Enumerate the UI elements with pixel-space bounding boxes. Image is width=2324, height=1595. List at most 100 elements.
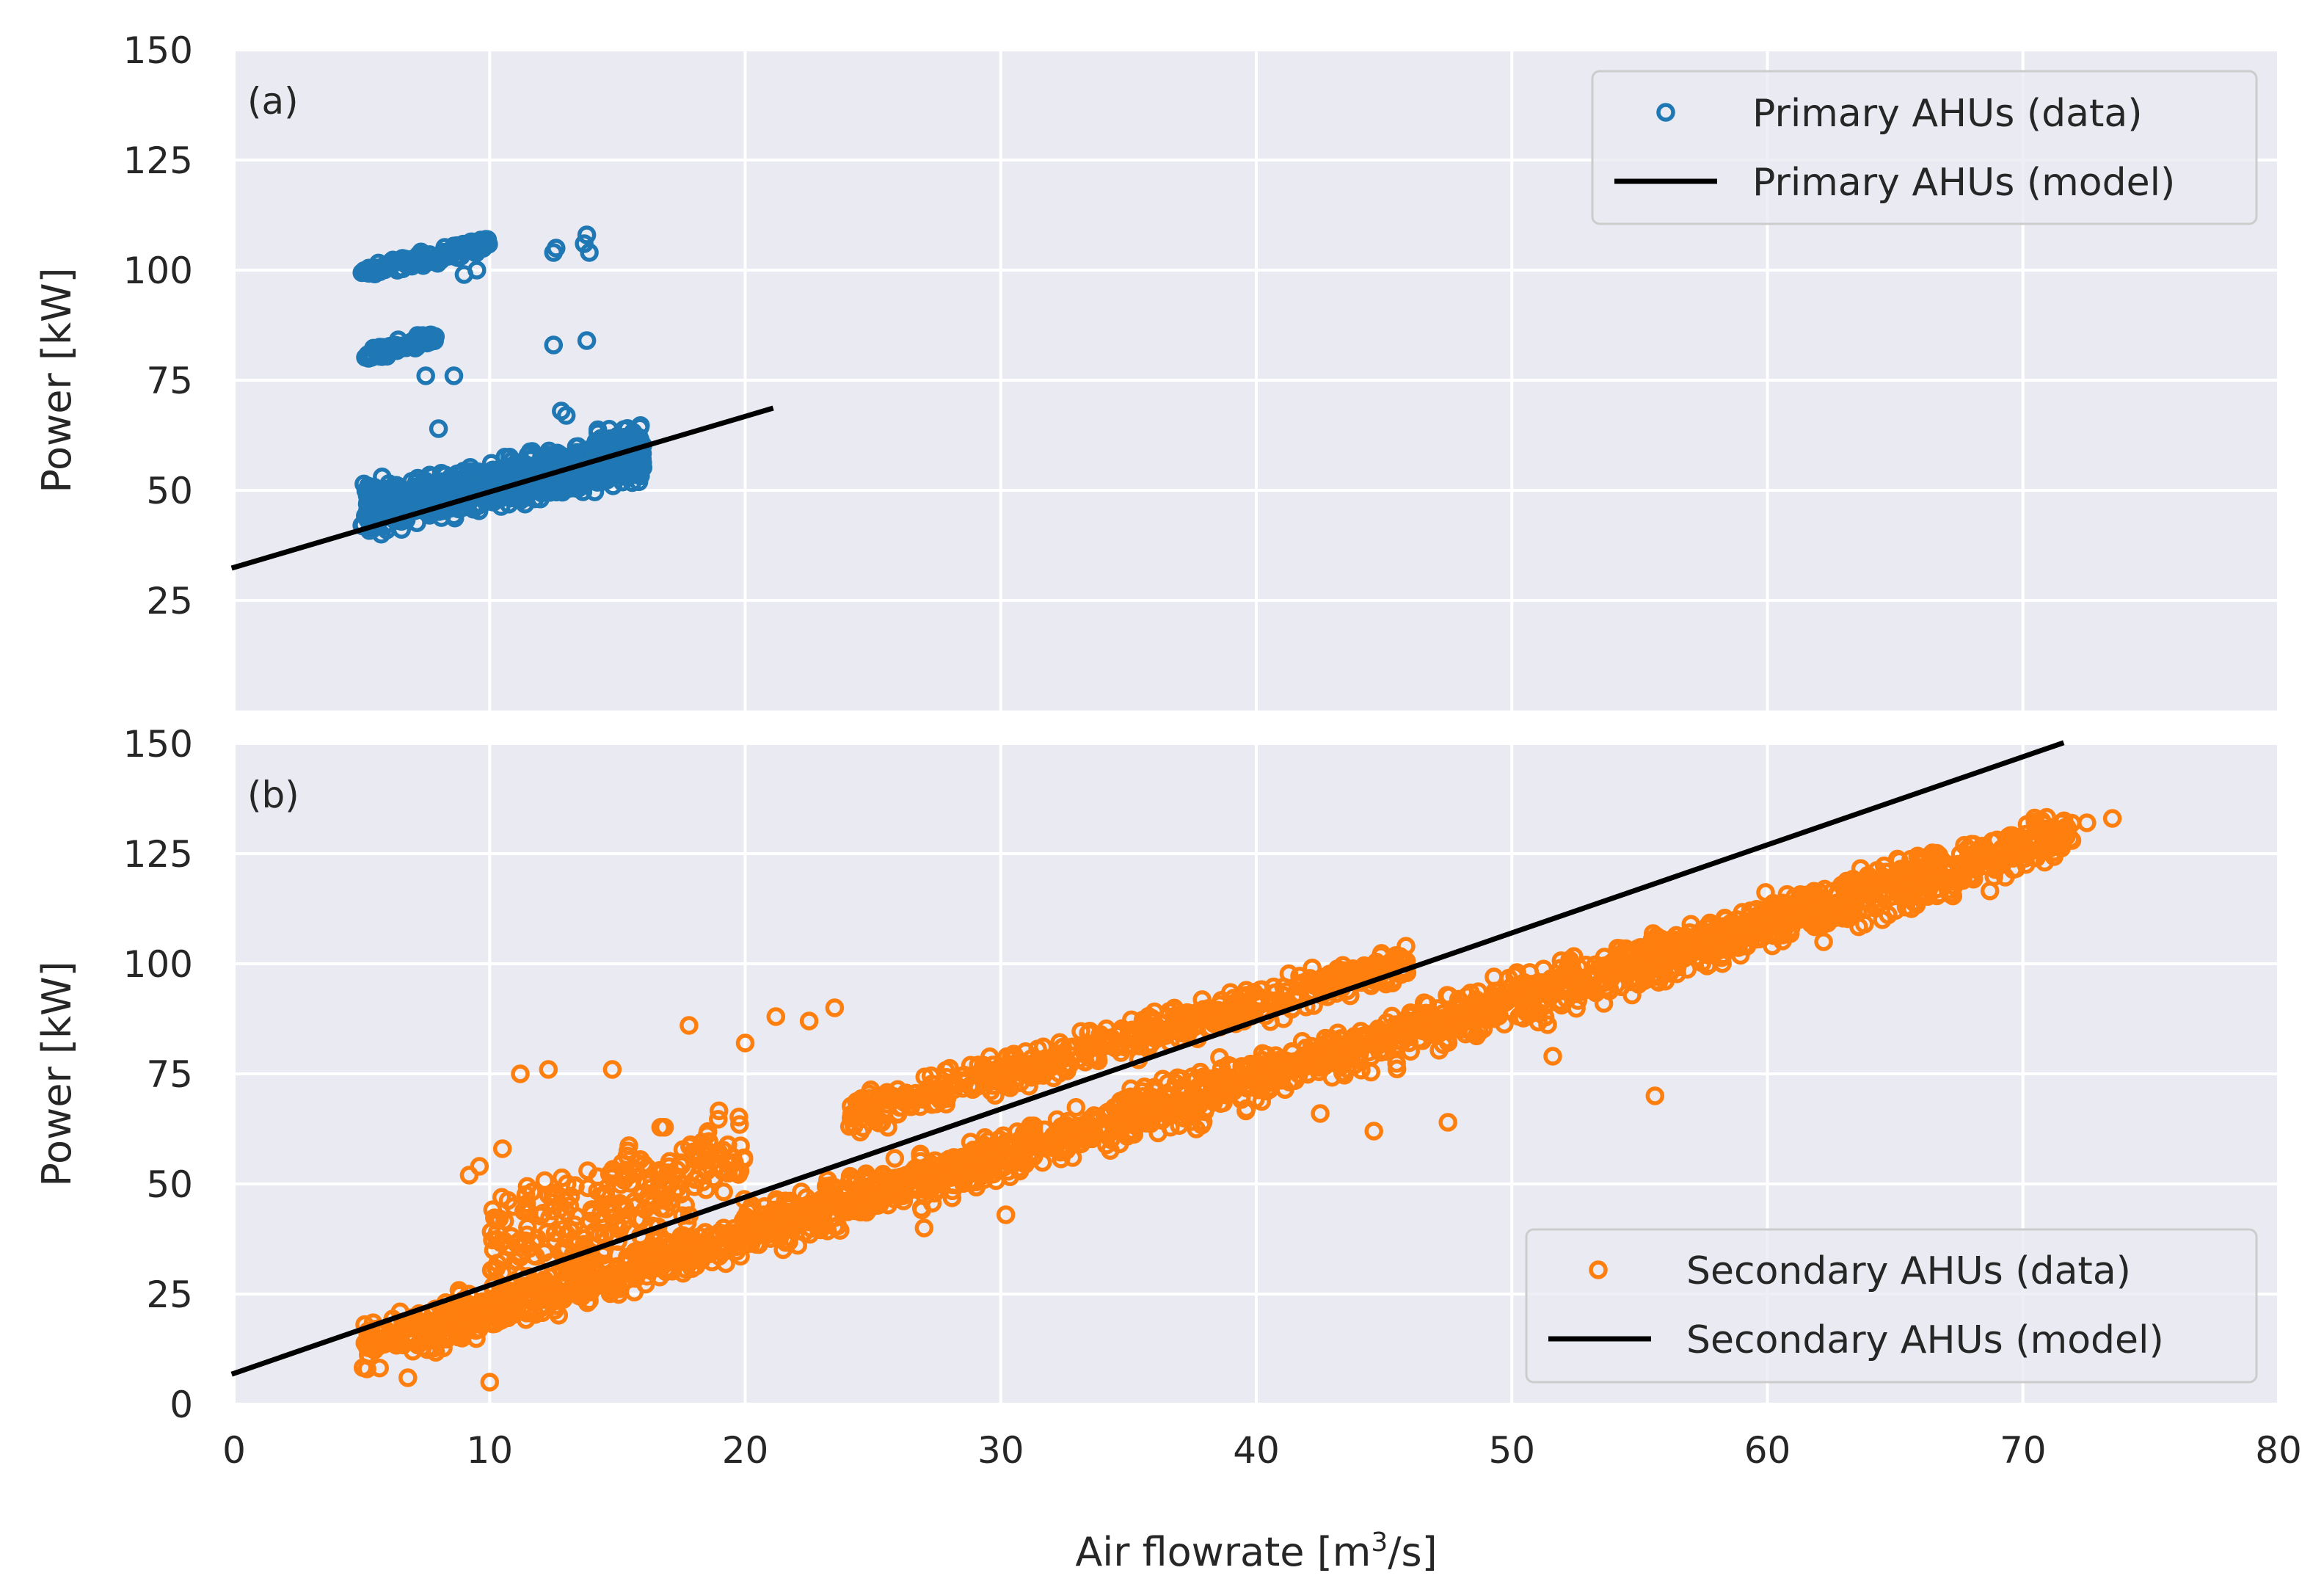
data-point: [853, 1100, 872, 1119]
data-point: [1040, 1138, 1060, 1157]
data-point: [1099, 1033, 1119, 1052]
data-point: [389, 1333, 408, 1353]
y-tick-label: 50: [146, 470, 193, 512]
data-point: [744, 1224, 763, 1243]
data-point: [1370, 1027, 1389, 1046]
y-tick-label: 125: [123, 833, 193, 876]
data-point: [709, 1110, 728, 1129]
data-point: [1702, 915, 1722, 934]
data-point: [422, 486, 441, 506]
data-point: [934, 1163, 954, 1182]
y-tick-label: 150: [123, 29, 193, 72]
y-tick-label: 25: [146, 580, 193, 622]
data-point: [506, 454, 525, 473]
y-tick-label: 0: [170, 1384, 193, 1426]
data-point: [697, 1125, 717, 1144]
data-point: [942, 1188, 962, 1207]
data-point: [1184, 1082, 1203, 1102]
data-point: [1328, 967, 1347, 987]
data-point: [906, 1175, 925, 1195]
data-point: [2077, 813, 2097, 832]
panel-a: 25 50 75 100 125 150 (a) Power [kW] Primary A…: [34, 29, 2280, 711]
data-point: [599, 1200, 619, 1219]
data-point: [575, 1229, 594, 1248]
data-point: [465, 463, 484, 483]
data-point: [1801, 902, 1821, 922]
data-point: [1167, 1101, 1187, 1120]
data-point: [846, 1170, 865, 1190]
y-tick-label: 100: [123, 250, 193, 292]
data-point: [839, 1191, 859, 1210]
data-point: [1172, 1069, 1191, 1089]
data-point: [539, 1060, 558, 1079]
data-point: [635, 1274, 655, 1294]
data-point: [1507, 963, 1526, 982]
data-point: [609, 1285, 628, 1304]
data-point: [518, 446, 538, 465]
data-point: [1136, 1112, 1156, 1131]
data-point: [986, 1086, 1005, 1105]
data-point: [660, 1152, 680, 1171]
data-point: [392, 1323, 411, 1343]
x-tick-label: 0: [222, 1429, 246, 1472]
data-point: [1851, 859, 1871, 878]
data-point: [602, 1060, 622, 1079]
data-point: [561, 472, 581, 492]
panel-a-y-tick-labels: 25 50 75 100 125 150: [123, 29, 193, 622]
data-point: [658, 1163, 677, 1182]
data-point: [1676, 936, 1696, 955]
data-point: [885, 1149, 905, 1168]
data-point: [1377, 1013, 1396, 1032]
data-point: [1401, 1042, 1420, 1061]
data-point: [429, 419, 448, 438]
data-point: [1893, 868, 1913, 888]
data-point: [540, 480, 559, 500]
data-point: [656, 1260, 676, 1279]
data-point: [1605, 950, 1625, 970]
data-point: [709, 1101, 729, 1121]
data-point: [492, 1188, 511, 1207]
data-point: [986, 1068, 1005, 1088]
data-point: [651, 1118, 671, 1137]
data-point: [1126, 1028, 1145, 1047]
data-point: [1485, 1009, 1504, 1028]
panel-b-model-line: [230, 740, 2065, 1377]
y-tick-label: 75: [146, 1053, 193, 1096]
data-point: [1355, 1036, 1374, 1055]
data-point: [355, 1334, 374, 1353]
panel-a-label: (a): [247, 80, 299, 123]
data-point: [1284, 987, 1303, 1007]
data-point: [1645, 1086, 1665, 1105]
data-point: [1156, 1101, 1176, 1120]
data-point: [1316, 1028, 1335, 1048]
y-tick-label: 125: [123, 139, 193, 182]
data-point: [2006, 835, 2026, 854]
data-point: [1468, 982, 1488, 1001]
data-point: [1134, 1078, 1154, 1097]
data-point: [557, 1174, 577, 1193]
data-point: [467, 1313, 486, 1333]
x-tick-label: 20: [722, 1429, 769, 1472]
data-point: [914, 1218, 934, 1238]
data-point: [1387, 1059, 1407, 1079]
data-point: [1756, 883, 1775, 902]
data-point: [511, 1064, 530, 1083]
data-point: [1775, 918, 1794, 937]
data-point: [2026, 818, 2045, 837]
data-point: [1298, 1064, 1317, 1084]
data-point: [1418, 995, 1438, 1014]
data-point: [398, 1368, 418, 1387]
data-point: [1037, 1051, 1056, 1071]
data-point: [1399, 1014, 1418, 1034]
data-point: [1574, 972, 1593, 991]
data-point: [470, 1157, 489, 1176]
data-point: [1845, 876, 1864, 896]
x-tick-label: 70: [2000, 1429, 2047, 1472]
data-point: [1218, 1056, 1238, 1075]
data-point: [1192, 1008, 1211, 1028]
data-point: [352, 263, 371, 283]
data-point: [1248, 989, 1267, 1009]
data-point: [444, 366, 464, 385]
data-point: [1439, 987, 1459, 1006]
data-point: [1003, 1150, 1023, 1170]
